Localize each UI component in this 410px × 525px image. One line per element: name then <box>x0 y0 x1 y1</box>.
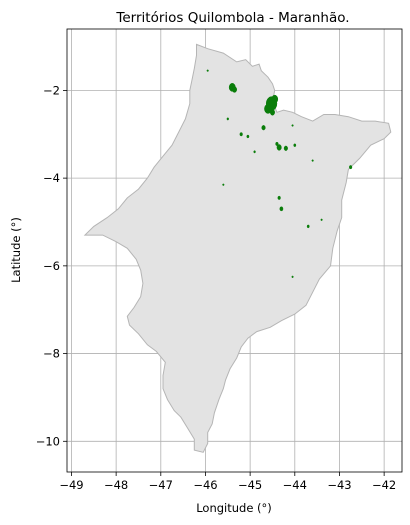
quilombola-territory <box>232 86 237 93</box>
quilombola-territory <box>276 144 282 151</box>
y-tick-label: −10 <box>36 434 60 448</box>
quilombola-territory <box>320 218 323 221</box>
maranhao-state-outline <box>83 43 392 453</box>
quilombola-territory <box>246 134 250 139</box>
quilombola-territory <box>271 94 279 104</box>
x-tick-label: −48 <box>104 478 128 492</box>
quilombola-territory <box>291 275 294 278</box>
quilombola-territory <box>206 69 209 72</box>
quilombola-territory <box>269 109 275 116</box>
x-axis-ticks: −49 −48 −47 −46 −45 −44 −43 −42 <box>59 472 396 492</box>
quilombola-territory <box>283 145 288 151</box>
x-tick-label: −44 <box>283 478 307 492</box>
x-tick-label: −43 <box>327 478 351 492</box>
y-tick-label: −4 <box>43 171 60 185</box>
quilombola-territory <box>261 125 266 131</box>
x-tick-label: −47 <box>149 478 173 492</box>
quilombola-territory <box>291 124 294 127</box>
quilombola-territory <box>222 183 225 186</box>
quilombola-territory <box>275 141 279 146</box>
y-tick-label: −8 <box>43 347 60 361</box>
chart-title: Territórios Quilombola - Maranhão. <box>115 10 349 26</box>
quilombola-territory <box>306 224 310 229</box>
quilombola-territory <box>293 143 297 147</box>
x-axis-label: Longitude (°) <box>196 501 272 515</box>
y-tick-label: −2 <box>43 83 60 97</box>
quilombola-territories <box>206 69 353 278</box>
quilombola-territory <box>264 103 272 114</box>
y-axis-label: Latitude (°) <box>9 217 23 283</box>
map-layer <box>83 43 392 453</box>
quilombola-territory <box>226 117 229 121</box>
quilombola-territory <box>311 159 314 162</box>
x-tick-label: −46 <box>193 478 217 492</box>
x-tick-label: −45 <box>238 478 262 492</box>
x-tick-label: −49 <box>59 478 83 492</box>
y-axis-ticks: −2 −4 −6 −8 −10 <box>36 83 67 448</box>
quilombola-territory <box>239 132 243 137</box>
plot-frame <box>66 28 403 473</box>
quilombola-territory <box>279 206 284 212</box>
y-tick-label: −6 <box>43 259 60 273</box>
quilombola-territory <box>277 195 281 200</box>
x-tick-label: −42 <box>372 478 396 492</box>
quilombola-territory <box>349 165 353 170</box>
quilombola-territory <box>253 150 256 154</box>
